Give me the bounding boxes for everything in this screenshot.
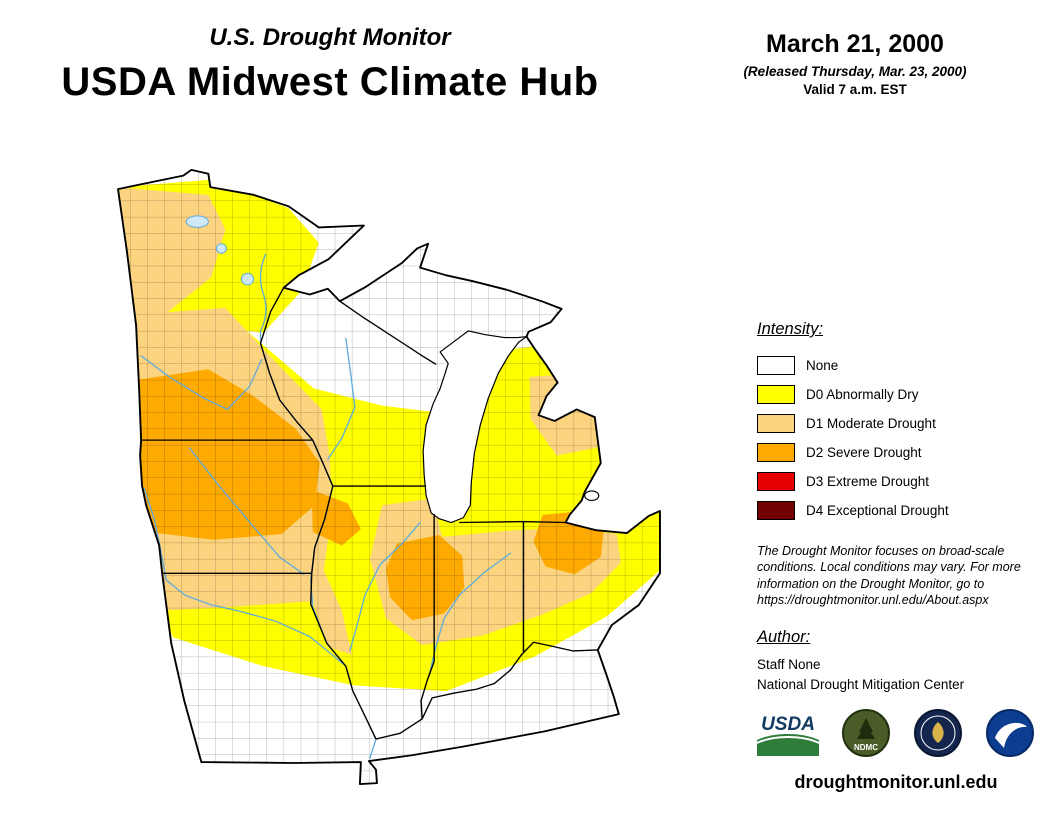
lake-st-clair: [584, 490, 600, 502]
wisconsin-river: [327, 337, 356, 460]
noaa-logo: [986, 709, 1034, 757]
legend-item: D1 Moderate Drought: [757, 409, 1049, 438]
legend-swatch: [757, 356, 795, 375]
wabash-river: [428, 552, 512, 677]
missouri-river: [143, 487, 346, 666]
logo-row: USDA NDMC: [757, 708, 1035, 758]
region-outline: [117, 169, 661, 785]
illinois-river: [349, 521, 421, 652]
legend-swatch: [757, 414, 795, 433]
disclaimer-text: The Drought Monitor focuses on broad-sca…: [757, 544, 1021, 607]
map-date: March 21, 2000: [766, 30, 944, 58]
legend-item: None: [757, 351, 1049, 380]
noaa-bird-icon: [995, 722, 1027, 748]
drought-map: [117, 169, 661, 785]
ndmc-logo: NDMC: [842, 709, 890, 757]
mille-lacs-lake: [240, 272, 255, 286]
author-heading: Author:: [757, 628, 811, 646]
legend-label: D2 Severe Drought: [806, 445, 922, 460]
usda-swoosh: [757, 734, 819, 756]
leech-lake: [215, 243, 227, 254]
legend-swatch: [757, 443, 795, 462]
ndmc-logo-text: NDMC: [854, 743, 878, 752]
legend-item: D3 Extreme Drought: [757, 467, 1049, 496]
header: U.S. Drought Monitor USDA Midwest Climat…: [20, 24, 640, 105]
rivers: [140, 253, 512, 759]
commerce-seal-logo: [914, 709, 962, 757]
legend-label: None: [806, 358, 839, 373]
lake-michigan: [422, 330, 529, 524]
monitor-title: U.S. Drought Monitor: [209, 24, 451, 51]
drought-layers: [118, 169, 660, 785]
author-name: Staff None: [757, 657, 821, 672]
minnesota-river: [140, 355, 263, 411]
des-moines-river: [188, 447, 305, 575]
red-lake: [185, 215, 209, 228]
date-block: March 21, 2000 (Released Thursday, Mar. …: [710, 30, 1000, 97]
legend-item: D2 Severe Drought: [757, 438, 1049, 467]
legend-panel: Intensity: None D0 Abnormally Dry D1 Moder…: [757, 320, 1049, 793]
ndmc-tree-icon: [857, 718, 875, 739]
legend-swatch: [757, 472, 795, 491]
usda-swoosh-line: [757, 736, 819, 744]
legend-label: D3 Extreme Drought: [806, 474, 930, 489]
mississippi-river: [259, 253, 377, 759]
site-url: droughtmonitor.unl.edu: [794, 772, 998, 792]
legend-swatch: [757, 385, 795, 404]
legend-label: D1 Moderate Drought: [806, 416, 936, 431]
inland-lakes: [185, 215, 255, 286]
usda-logo-text: USDA: [761, 714, 815, 735]
usda-logo: USDA: [757, 710, 819, 756]
author-org: National Drought Mitigation Center: [757, 677, 965, 692]
legend-label: D4 Exceptional Drought: [806, 503, 949, 518]
legend-heading: Intensity:: [757, 320, 824, 338]
legend-swatch: [757, 501, 795, 520]
valid-time: Valid 7 a.m. EST: [803, 82, 907, 97]
page-title: USDA Midwest Climate Hub: [61, 60, 599, 104]
commerce-eagle-icon: [932, 722, 944, 743]
county-grid: [118, 169, 660, 785]
release-date: (Released Thursday, Mar. 23, 2000): [743, 64, 967, 79]
legend-items: None D0 Abnormally Dry D1 Moderate Drought…: [757, 351, 1049, 525]
state-borders: [141, 287, 598, 740]
legend-item: D4 Exceptional Drought: [757, 496, 1049, 525]
legend-label: D0 Abnormally Dry: [806, 387, 919, 402]
legend-item: D0 Abnormally Dry: [757, 380, 1049, 409]
